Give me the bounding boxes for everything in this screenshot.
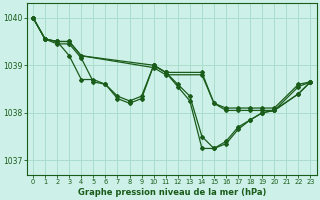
X-axis label: Graphe pression niveau de la mer (hPa): Graphe pression niveau de la mer (hPa) (77, 188, 266, 197)
